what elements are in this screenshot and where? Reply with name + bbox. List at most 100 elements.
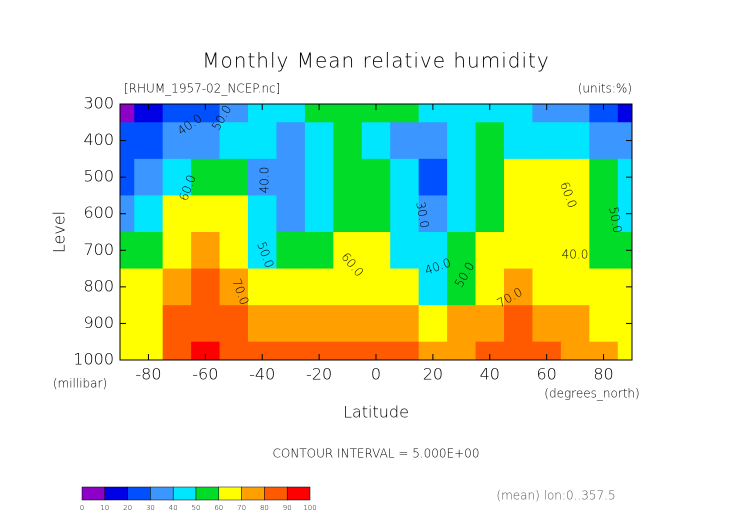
x-axis-label: Latitude [343, 403, 409, 422]
contour-cell [134, 232, 164, 270]
contour-label: 40.0 [562, 248, 589, 262]
contour-cell [475, 104, 505, 123]
contour-cell [418, 305, 448, 343]
contour-cell [560, 195, 590, 233]
contour-cell [134, 195, 164, 233]
contour-cell [162, 305, 192, 343]
contour-cell [447, 341, 477, 361]
contour-cell [504, 305, 533, 343]
contour-cell [162, 104, 192, 123]
contour-cell [120, 341, 135, 361]
colorbar-box [264, 486, 288, 501]
colorbar-box [127, 486, 151, 501]
y-tick-label: 800 [83, 276, 114, 295]
contour-cell [304, 341, 334, 361]
contour-cell [120, 305, 135, 343]
contour-cell [617, 305, 633, 343]
contour-cell [617, 232, 633, 270]
contour-cell [120, 104, 135, 123]
contour-cell [219, 305, 249, 343]
contour-cell [276, 122, 306, 160]
contour-cell [504, 122, 533, 160]
contour-cell [617, 122, 633, 160]
contour-cell [333, 122, 363, 160]
colorbar-box [286, 486, 311, 501]
contour-cell [304, 158, 334, 196]
contour-label: 30.0 [413, 201, 431, 230]
contour-cell [390, 341, 420, 361]
contour-cell [219, 158, 249, 196]
contour-cell [134, 122, 164, 160]
x-tick-label: -40 [249, 365, 275, 384]
contour-cell [560, 341, 590, 361]
contour-cell [162, 232, 192, 270]
contour-cell [248, 158, 277, 196]
colorbar-label: 0 [80, 504, 84, 512]
contour-cell [447, 122, 477, 160]
contour-cell [447, 268, 477, 306]
contour-cell [475, 122, 505, 160]
contour-cell [532, 195, 562, 233]
contour-cell [390, 305, 420, 343]
contour-cell [304, 104, 334, 123]
contour-cell [120, 122, 135, 160]
contour-cell [390, 122, 420, 160]
contour-cell [120, 268, 135, 306]
y-axis-label: Level [50, 211, 69, 253]
contour-cell [162, 341, 192, 361]
contour-label: 50.0 [606, 206, 624, 235]
contour-cell [532, 232, 562, 270]
y-tick-label: 700 [83, 240, 114, 259]
contour-cell [361, 305, 391, 343]
contour-cell [475, 195, 505, 233]
contour-cell [560, 305, 590, 343]
contour-cell [589, 305, 619, 343]
contour-cell [191, 341, 221, 361]
contour-cell [162, 158, 192, 196]
contour-cell [390, 104, 420, 123]
contour-cell [134, 158, 164, 196]
contour-cell [191, 305, 221, 343]
contour-cell [617, 104, 633, 123]
x-tick-label: 80 [593, 365, 613, 384]
contour-cell [390, 268, 420, 306]
contour-cell [560, 104, 590, 123]
contour-cell [475, 268, 505, 306]
contour-cell [333, 305, 363, 343]
contour-cell [418, 195, 448, 233]
contour-cell [333, 232, 363, 270]
contour-cell [361, 268, 391, 306]
contour-cell [134, 305, 164, 343]
contour-cell [219, 122, 249, 160]
contour-cell [447, 305, 477, 343]
contour-cell [333, 268, 363, 306]
contour-cell [304, 305, 334, 343]
contour-cell [504, 195, 533, 233]
contour-cell [191, 268, 221, 306]
contour-cell [475, 232, 505, 270]
contour-cell [447, 232, 477, 270]
colorbar-box [241, 486, 265, 501]
x-axis-unit: (degrees_north) [544, 387, 639, 401]
contour-cell [248, 305, 277, 343]
contour-cell [390, 158, 420, 196]
contour-cell [120, 195, 135, 233]
contour-cell [120, 158, 135, 196]
y-tick-label: 1000 [73, 350, 114, 369]
colorbar-box [104, 486, 128, 501]
x-tick-label: -20 [306, 365, 332, 384]
contour-cell [191, 158, 221, 196]
x-tick-label: -80 [135, 365, 161, 384]
contour-cell [504, 268, 533, 306]
contour-cell [219, 341, 249, 361]
contour-cell [532, 268, 562, 306]
colorbar-box [150, 486, 174, 501]
contour-cell [532, 305, 562, 343]
contour-cell [589, 158, 619, 196]
contour-cell [191, 122, 221, 160]
contour-cell [504, 104, 533, 123]
y-tick-label: 300 [83, 94, 114, 113]
contour-cell [276, 305, 306, 343]
contour-cell [504, 232, 533, 270]
contour-cell [248, 268, 277, 306]
